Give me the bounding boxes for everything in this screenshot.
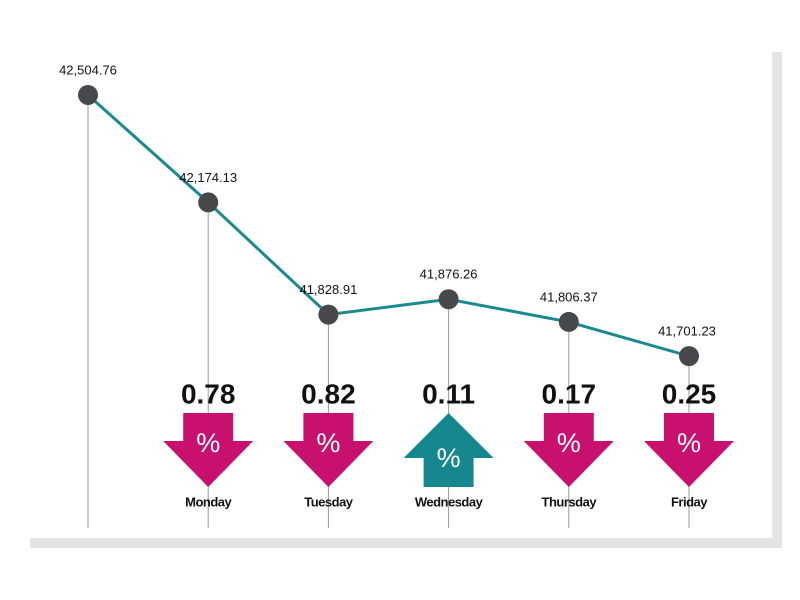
value-label: 41,701.23 [658, 324, 716, 339]
marker [78, 84, 98, 105]
value-label: 41,876.26 [420, 267, 478, 282]
change-value: 0.78 [181, 378, 236, 409]
down-arrow [163, 413, 254, 487]
percent-sign: % [196, 428, 220, 458]
day-label: Friday [671, 494, 708, 509]
value-label: 42,504.76 [59, 62, 117, 77]
day-label: Monday [185, 494, 232, 509]
value-label: 41,828.91 [299, 282, 357, 297]
percent-sign: % [557, 428, 581, 458]
up-arrow [403, 413, 494, 487]
marker [558, 311, 579, 332]
day-label: Tuesday [304, 494, 354, 509]
marker [679, 346, 699, 367]
percent-sign: % [437, 443, 461, 473]
line [87, 93, 690, 358]
change-value: 0.25 [662, 378, 717, 409]
value-label: 41,806.37 [540, 289, 598, 304]
percent-sign: % [316, 428, 340, 458]
change-value: 0.17 [542, 378, 597, 409]
down-arrow [644, 413, 734, 487]
down-arrow [283, 413, 374, 487]
marker [318, 304, 339, 325]
value-label: 42,174.13 [179, 170, 237, 185]
down-arrow [523, 413, 614, 487]
percent-sign: % [677, 428, 701, 458]
change-value: 0.11 [422, 378, 475, 409]
background [0, 0, 770, 535]
marker [198, 192, 219, 213]
day-label: Thursday [542, 494, 598, 509]
change-value: 0.82 [301, 378, 356, 409]
day-label: Wednesday [415, 494, 484, 509]
marker [438, 289, 459, 310]
